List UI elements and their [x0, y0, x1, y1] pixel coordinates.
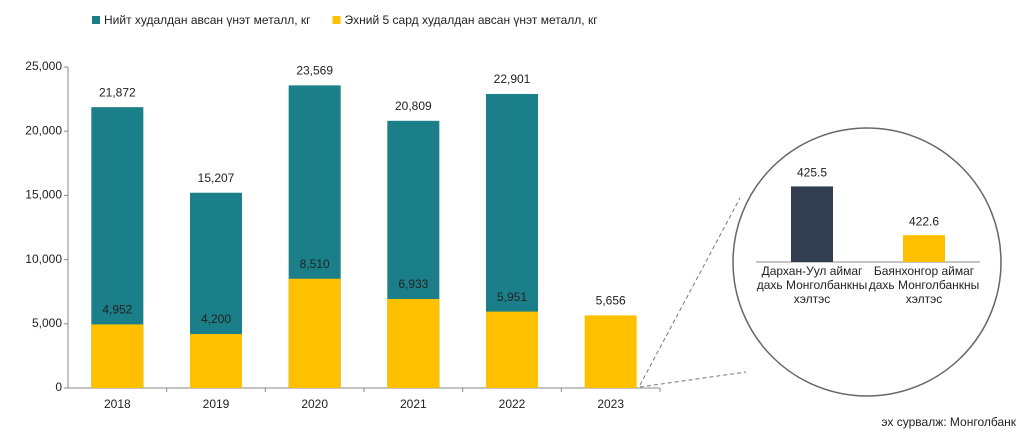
data-label: 6,933	[398, 277, 428, 291]
y-tick-label: 25,000	[25, 59, 62, 73]
data-label: 15,207	[198, 171, 235, 185]
data-label: 5,951	[497, 290, 527, 304]
inset-bar	[903, 235, 945, 262]
x-tick-label: 2019	[203, 397, 230, 411]
inset-data-label: 425.5	[797, 166, 827, 180]
y-tick-label: 0	[55, 380, 62, 394]
data-label: 23,569	[296, 64, 333, 78]
inset-data-label: 422.6	[909, 214, 939, 228]
y-tick-label: 10,000	[25, 252, 62, 266]
x-tick-label: 2018	[104, 397, 131, 411]
zoom-line	[639, 371, 747, 388]
source: эх сурвалж: Монголбанк	[881, 415, 1016, 429]
data-label: 8,510	[300, 257, 330, 271]
data-label: 22,901	[494, 72, 531, 86]
legend-swatch	[92, 16, 100, 24]
inset-category: Дархан-Уул аймаг дахь Монголбанкны хэлтэ…	[756, 264, 868, 306]
x-tick-label: 2023	[597, 397, 624, 411]
legend-label: Эхний 5 сард худалдан авсан үнэт металл,…	[345, 13, 599, 27]
inset-category-label: Дархан-Уул аймаг дахь Монголбанкны хэлтэ…	[756, 264, 868, 306]
x-tick-label: 2021	[400, 397, 427, 411]
y-tick-label: 20,000	[25, 123, 62, 137]
bar	[91, 324, 144, 388]
y-tick-label: 5,000	[32, 316, 62, 330]
bar	[387, 298, 440, 388]
inset-bar	[791, 186, 833, 262]
inset-category: Баянхонгор аймаг дахь Монголбанкны хэлтэ…	[868, 264, 980, 306]
bar	[486, 311, 538, 388]
data-label: 5,656	[596, 294, 626, 308]
data-label: 20,809	[395, 99, 432, 113]
data-label: 4,200	[201, 312, 231, 326]
data-label: 4,952	[102, 303, 132, 317]
legend-label: Нийт худалдан авсан үнэт металл, кг	[104, 13, 311, 27]
data-label: 21,872	[99, 85, 136, 99]
bar	[288, 278, 341, 388]
x-tick-label: 2020	[301, 397, 328, 411]
x-tick-label: 2022	[499, 397, 526, 411]
bar	[190, 334, 242, 388]
legend-swatch	[332, 16, 341, 24]
zoom-line	[639, 197, 741, 386]
inset-category-label: Баянхонгор аймаг дахь Монголбанкны хэлтэ…	[868, 264, 980, 306]
bar	[584, 315, 637, 388]
y-tick-label: 15,000	[25, 188, 62, 202]
